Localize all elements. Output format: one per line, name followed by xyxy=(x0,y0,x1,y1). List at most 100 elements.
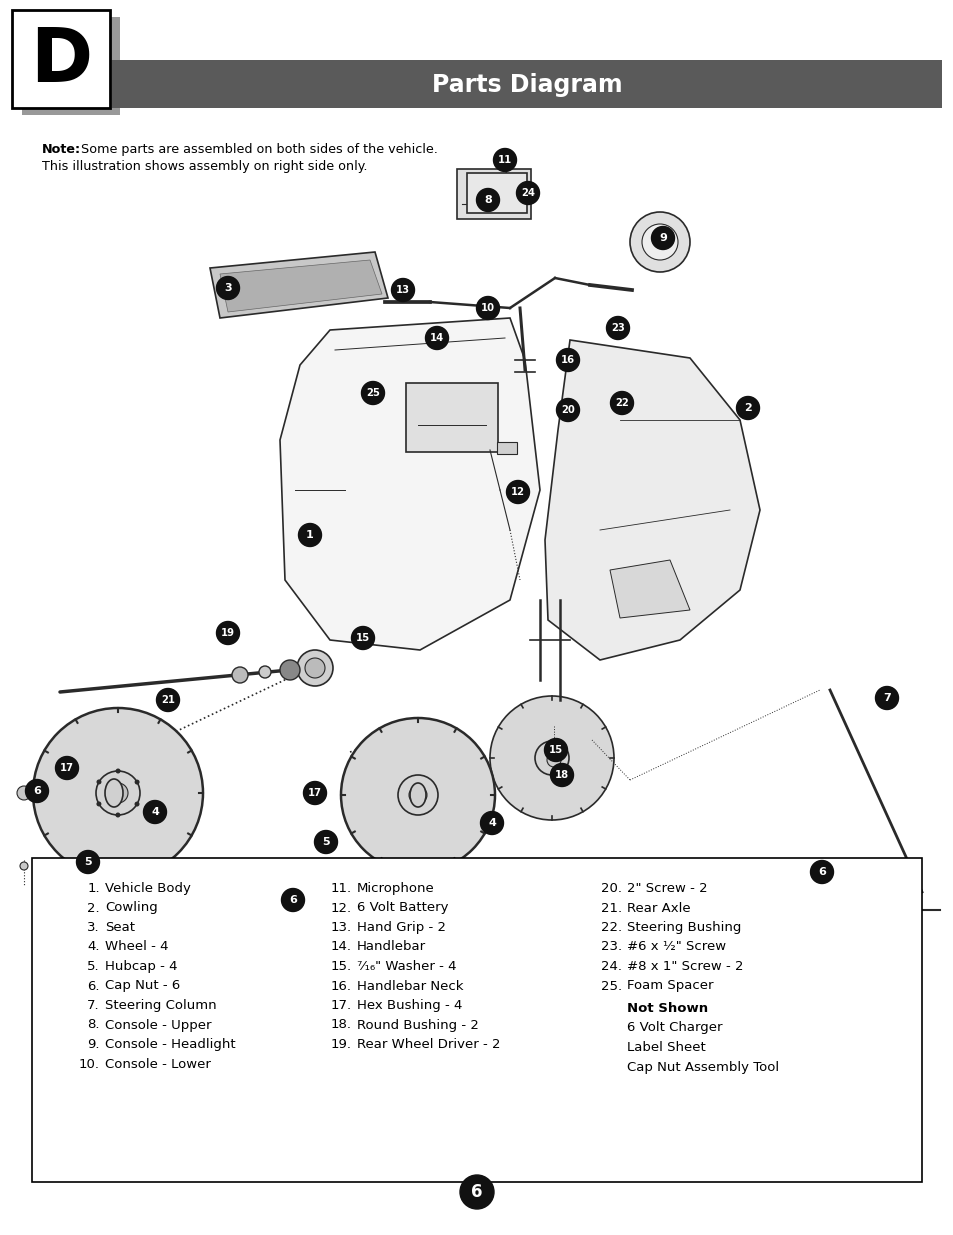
Polygon shape xyxy=(609,559,689,618)
Text: 19.: 19. xyxy=(331,1037,352,1051)
Circle shape xyxy=(280,659,299,680)
Text: 7.: 7. xyxy=(88,999,100,1011)
Text: 22: 22 xyxy=(615,398,628,408)
Circle shape xyxy=(501,156,514,168)
Text: 3: 3 xyxy=(224,283,232,293)
Text: Some parts are assembled on both sides of the vehicle.: Some parts are assembled on both sides o… xyxy=(77,143,437,156)
Text: 5.: 5. xyxy=(88,960,100,973)
Text: 20.: 20. xyxy=(600,882,621,895)
Text: 13: 13 xyxy=(395,285,410,295)
Text: 4: 4 xyxy=(488,818,496,827)
Text: Cowling: Cowling xyxy=(105,902,157,914)
Text: 3.: 3. xyxy=(88,921,100,934)
Text: 2: 2 xyxy=(743,403,751,412)
Text: 23: 23 xyxy=(611,324,624,333)
Text: 24.: 24. xyxy=(600,960,621,973)
Polygon shape xyxy=(210,252,388,317)
Text: 6.: 6. xyxy=(88,979,100,993)
Circle shape xyxy=(33,708,203,878)
Text: 7: 7 xyxy=(882,693,890,703)
Text: 8.: 8. xyxy=(88,1019,100,1031)
Text: 20: 20 xyxy=(560,405,575,415)
Text: 10: 10 xyxy=(480,303,495,312)
Text: 14.: 14. xyxy=(331,941,352,953)
Circle shape xyxy=(641,224,678,261)
Circle shape xyxy=(134,779,139,784)
Circle shape xyxy=(546,753,560,767)
Text: Steering Column: Steering Column xyxy=(105,999,216,1011)
Circle shape xyxy=(397,776,437,815)
Text: #8 x 1" Screw - 2: #8 x 1" Screw - 2 xyxy=(626,960,742,973)
Text: 16: 16 xyxy=(560,354,575,366)
Text: Note:: Note: xyxy=(42,143,81,156)
Circle shape xyxy=(550,763,573,787)
Text: 6: 6 xyxy=(33,785,41,797)
Text: 15.: 15. xyxy=(331,960,352,973)
Circle shape xyxy=(736,396,759,420)
Text: 4.: 4. xyxy=(88,941,100,953)
Circle shape xyxy=(875,687,898,709)
Text: 10.: 10. xyxy=(79,1057,100,1071)
Text: Parts Diagram: Parts Diagram xyxy=(432,73,621,98)
Circle shape xyxy=(143,800,167,824)
Circle shape xyxy=(493,148,516,172)
FancyBboxPatch shape xyxy=(456,169,531,219)
Circle shape xyxy=(629,212,689,272)
Text: 5: 5 xyxy=(322,837,330,847)
Circle shape xyxy=(535,741,568,776)
Polygon shape xyxy=(220,261,381,312)
Circle shape xyxy=(296,650,333,685)
Text: 17: 17 xyxy=(60,763,74,773)
Bar xyxy=(112,61,941,107)
Text: Steering Bushing: Steering Bushing xyxy=(626,921,740,934)
Text: 12.: 12. xyxy=(331,902,352,914)
Circle shape xyxy=(281,888,304,911)
Circle shape xyxy=(55,757,78,779)
FancyBboxPatch shape xyxy=(467,173,526,212)
Text: 11: 11 xyxy=(497,156,512,165)
Text: 9.: 9. xyxy=(88,1037,100,1051)
Text: D: D xyxy=(30,26,92,99)
Circle shape xyxy=(409,785,427,804)
Text: 17.: 17. xyxy=(331,999,352,1011)
Text: Not Shown: Not Shown xyxy=(626,1002,707,1015)
Circle shape xyxy=(216,621,239,645)
Bar xyxy=(12,10,110,107)
Circle shape xyxy=(292,890,302,902)
Circle shape xyxy=(340,718,495,872)
Text: Foam Spacer: Foam Spacer xyxy=(626,979,713,993)
Circle shape xyxy=(298,524,321,547)
Circle shape xyxy=(96,771,140,815)
Text: Cap Nut - 6: Cap Nut - 6 xyxy=(105,979,180,993)
Text: This illustration shows assembly on right side only.: This illustration shows assembly on righ… xyxy=(42,161,367,173)
Bar xyxy=(32,858,921,1182)
Circle shape xyxy=(476,189,499,211)
Circle shape xyxy=(115,813,120,818)
Text: Handlebar Neck: Handlebar Neck xyxy=(356,979,463,993)
Text: 17: 17 xyxy=(308,788,322,798)
Circle shape xyxy=(610,391,633,415)
Text: 6 Volt Battery: 6 Volt Battery xyxy=(356,902,448,914)
Polygon shape xyxy=(280,317,539,650)
Text: Handlebar: Handlebar xyxy=(356,941,426,953)
Bar xyxy=(22,17,120,115)
Text: Rear Wheel Driver - 2: Rear Wheel Driver - 2 xyxy=(356,1037,500,1051)
Text: Console - Headlight: Console - Headlight xyxy=(105,1037,235,1051)
Circle shape xyxy=(516,182,539,205)
Text: 9: 9 xyxy=(659,233,666,243)
Text: 25: 25 xyxy=(366,388,379,398)
Text: 5: 5 xyxy=(84,857,91,867)
Text: Round Bushing - 2: Round Bushing - 2 xyxy=(356,1019,478,1031)
Circle shape xyxy=(115,768,120,773)
Circle shape xyxy=(361,382,384,405)
Circle shape xyxy=(556,348,578,372)
Text: 8: 8 xyxy=(483,195,492,205)
Circle shape xyxy=(20,862,28,869)
Text: 21.: 21. xyxy=(600,902,621,914)
Text: Label Sheet: Label Sheet xyxy=(626,1041,705,1053)
Text: 16.: 16. xyxy=(331,979,352,993)
Circle shape xyxy=(156,688,179,711)
Text: 22.: 22. xyxy=(600,921,621,934)
Circle shape xyxy=(232,667,248,683)
Circle shape xyxy=(96,779,101,784)
